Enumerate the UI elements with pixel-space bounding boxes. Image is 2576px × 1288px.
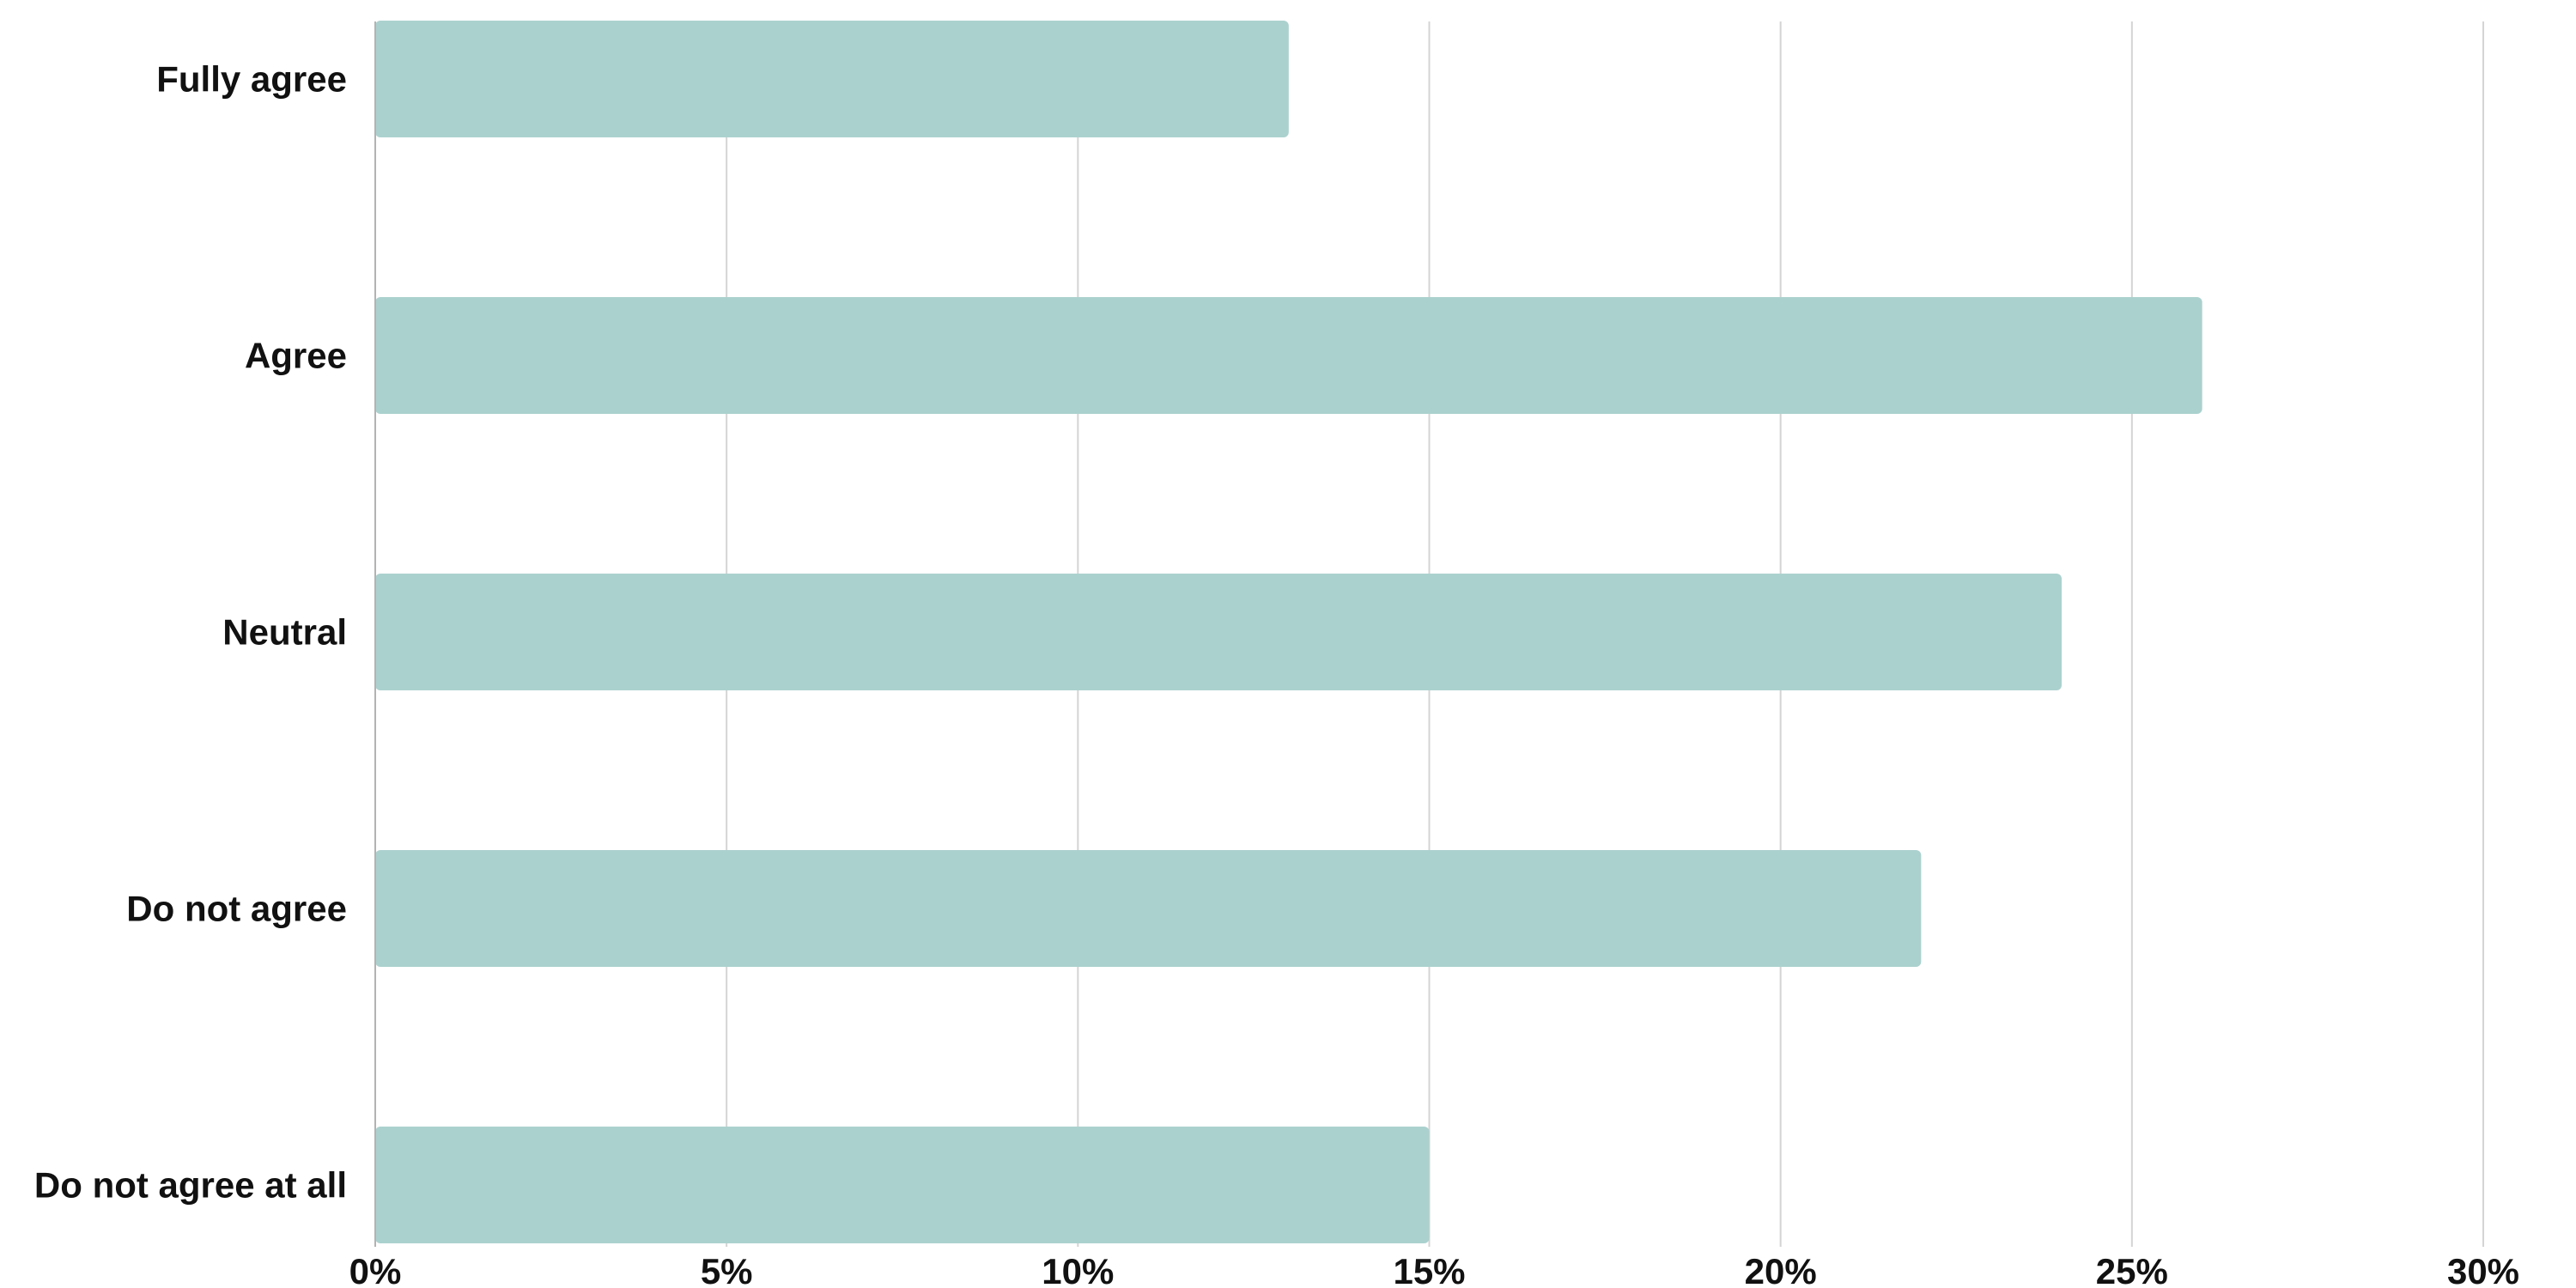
bar (375, 850, 1922, 967)
category-label: Do not agree at all (34, 1165, 347, 1206)
x-tick-label: 0% (349, 1251, 402, 1288)
category-label: Neutral (222, 612, 347, 653)
category-label: Fully agree (156, 59, 347, 100)
x-tick-label: 15% (1393, 1251, 1465, 1288)
bars (375, 21, 2202, 1243)
bar (375, 574, 2062, 690)
x-tick-label: 30% (2447, 1251, 2519, 1288)
category-label: Agree (245, 336, 347, 376)
bar (375, 21, 1289, 137)
x-tick-label: 25% (2096, 1251, 2168, 1288)
labels: Fully agree Agree Neutral Do not agree Do no… (34, 59, 2519, 1288)
x-tick-label: 5% (701, 1251, 753, 1288)
bar (375, 1127, 1430, 1243)
x-tick-label: 10% (1042, 1251, 1114, 1288)
bar (375, 297, 2202, 414)
x-tick-label: 20% (1745, 1251, 1817, 1288)
category-label: Do not agree (126, 889, 347, 929)
